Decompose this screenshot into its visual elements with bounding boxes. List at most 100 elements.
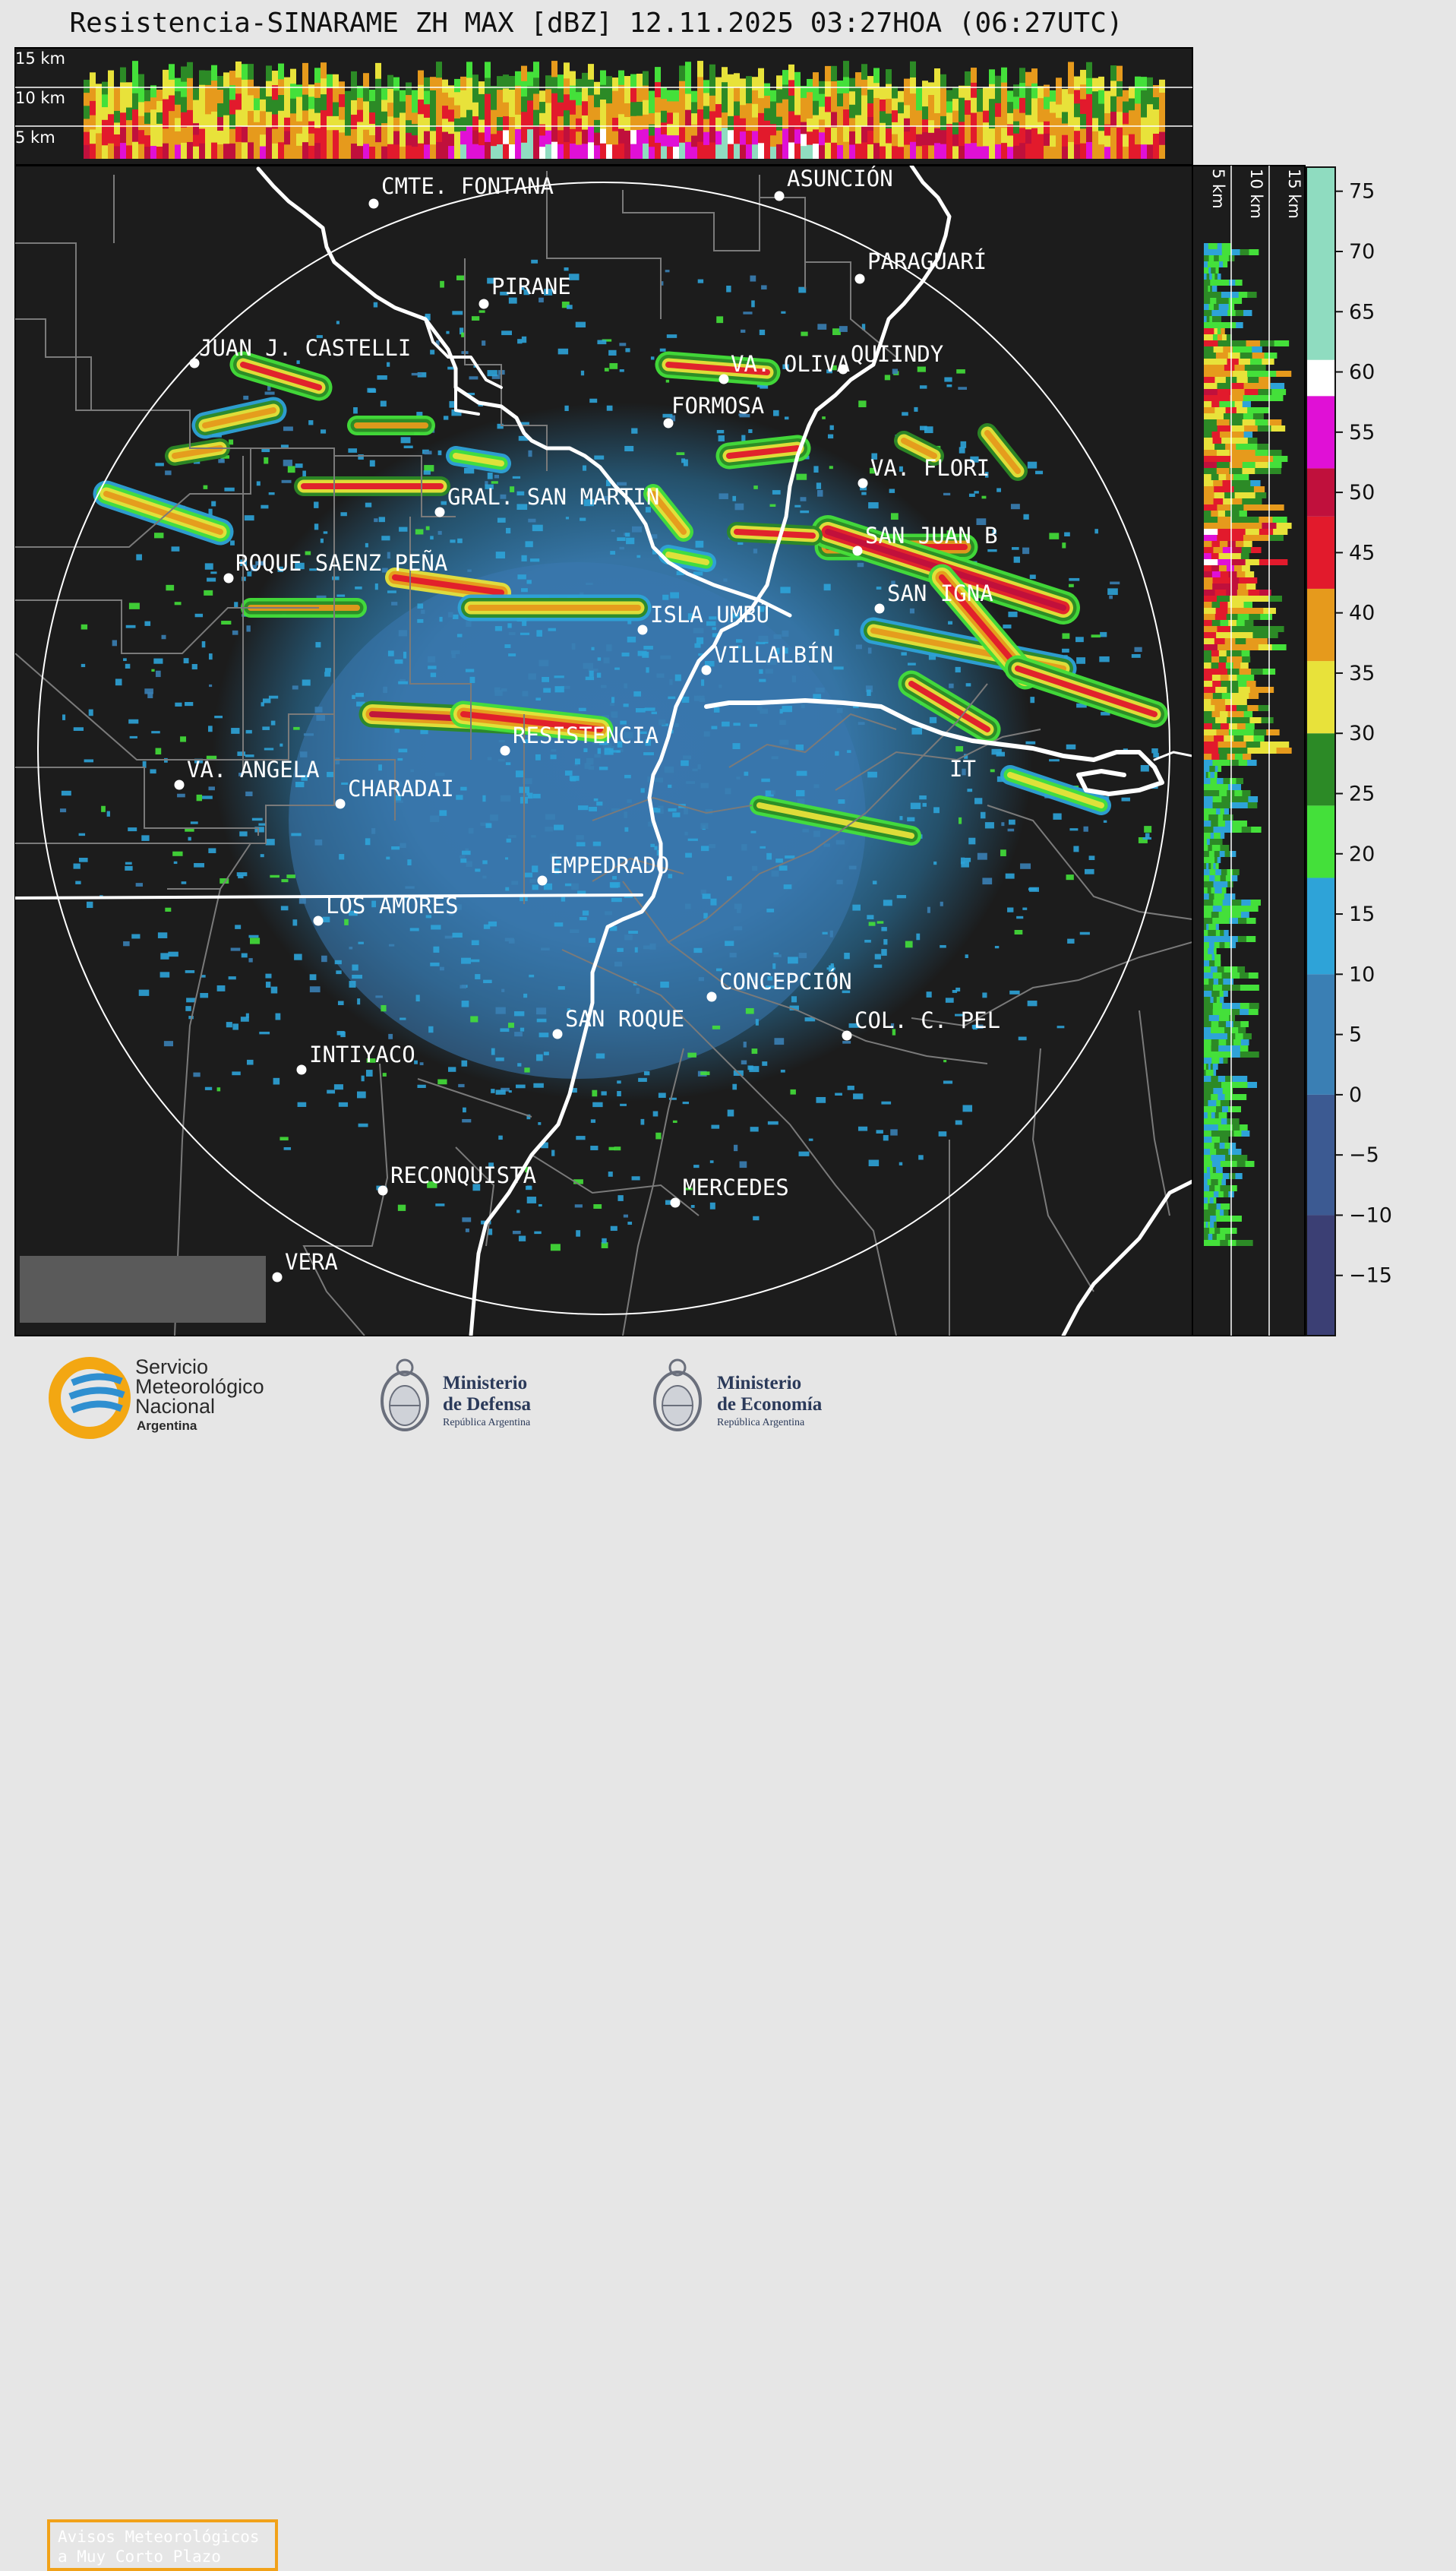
place-label: SAN IGNA: [887, 580, 993, 606]
place-label: PIRANE: [491, 274, 571, 299]
coat-of-arms-icon: [381, 1358, 429, 1431]
top-height-label-5: 5 km: [15, 128, 55, 147]
colorbar-segment: [1306, 1094, 1335, 1216]
place-label: INTIYACO: [309, 1042, 415, 1067]
notice-box: Avisos Meteorológicos a Muy Corto Plazo: [20, 1256, 278, 2571]
place-dot: [842, 1030, 852, 1041]
place-marker: CHARADAI: [335, 776, 454, 809]
place-label: VA. ANGELA: [187, 757, 320, 783]
place-marker: SAN ROQUE: [552, 1006, 684, 1039]
place-dot: [670, 1197, 681, 1208]
place-dot: [857, 478, 868, 489]
colorbar-tick-label: 40: [1349, 602, 1375, 625]
place-marker: EMPEDRADO: [537, 852, 669, 886]
place-marker: VA. ANGELA: [174, 757, 320, 790]
place-dot: [774, 191, 785, 201]
place-label: MERCEDES: [683, 1175, 789, 1200]
place-dot: [719, 374, 729, 384]
place-dot: [189, 358, 200, 368]
place-dot: [272, 1272, 283, 1282]
colorbar-tick-label: 70: [1349, 240, 1375, 264]
colorbar-tick-label: 25: [1349, 782, 1375, 805]
place-dot: [478, 299, 489, 309]
place-dot: [313, 916, 324, 926]
place-dot: [335, 798, 346, 809]
place-marker: RESISTENCIA: [500, 723, 659, 756]
top-height-label-10: 10 km: [15, 89, 65, 107]
place-dot: [296, 1064, 307, 1075]
colorbar-tick-label: 35: [1349, 662, 1375, 685]
side-cross-section: 5 km 10 km 15 km: [1192, 165, 1306, 1336]
colorbar-tick-label: 20: [1349, 843, 1375, 866]
place-marker: RECONQUISTA: [377, 1162, 536, 1196]
range-ring: [37, 182, 1170, 1315]
place-dot: [838, 364, 848, 375]
place-marker: CONCEPCIÓN: [706, 969, 852, 1002]
place-label: PARAGUARÍ: [867, 248, 987, 274]
place-label: RECONQUISTA: [390, 1162, 536, 1188]
map-panel: CMTE. FONTANA ASUNCIÓN PIRANE PARAGUARÍ JUAN…: [14, 165, 1193, 1336]
smn-line3: Nacional: [135, 1395, 215, 1418]
place-label: GRAL. SAN MARTIN: [447, 484, 659, 510]
place-marker: ROQUE SAENZ PEÑA: [223, 550, 447, 583]
place-label: RESISTENCIA: [513, 723, 659, 748]
place-dot: [552, 1029, 563, 1039]
colorbar-segment: [1306, 1215, 1335, 1336]
place-marker: QUIINDY: [838, 341, 943, 375]
defensa-line1: Ministerio: [443, 1373, 527, 1393]
page-title: Resistencia-SINARAME ZH MAX [dBZ] 12.11.…: [69, 8, 1123, 39]
place-dot: [854, 274, 865, 284]
place-marker: VA. FLORI: [857, 455, 990, 489]
place-dot: [500, 745, 510, 756]
notice-line1: Avisos Meteorológicos: [58, 2528, 260, 2546]
colorbar-segment: [1306, 359, 1335, 397]
colorbar-tick-label: −10: [1349, 1203, 1392, 1227]
notice-link[interactable]: Avisos Meteorológicos a Muy Corto Plazo: [47, 2519, 278, 2571]
colorbar-tick-label: 15: [1349, 903, 1375, 926]
place-label: CMTE. FONTANA: [381, 173, 554, 199]
smn-line2: Meteorológico: [135, 1375, 264, 1398]
place-dot: [434, 507, 445, 517]
place-marker: SAN IGNA: [874, 580, 993, 614]
place-label: CHARADAI: [348, 776, 454, 802]
rivers: [15, 166, 1192, 1336]
colorbar-tick-label: 0: [1349, 1083, 1362, 1107]
colorbar-segment: [1306, 805, 1335, 878]
colorbar-tick-label: 50: [1349, 481, 1375, 504]
place-label: FORMOSA: [671, 393, 764, 419]
place-marker: ISLA UMBÚ: [637, 602, 769, 635]
colorbar-tick-label: 5: [1349, 1023, 1362, 1047]
place-dot: [706, 991, 717, 1002]
colorbar-segment: [1306, 974, 1335, 1095]
colorbar-segment: [1306, 468, 1335, 517]
colorbar-tick-label: 30: [1349, 722, 1375, 745]
side-height-label-5: 5 km: [1209, 169, 1227, 209]
place-marker: SAN JUAN B: [852, 523, 998, 556]
colorbar-segment: [1306, 878, 1335, 975]
colorbar-tick-label: 65: [1349, 300, 1375, 324]
place-dot: [637, 625, 648, 635]
colorbar-segment: [1306, 588, 1335, 662]
footer: Servicio Meteorológico Nacional Argentin…: [49, 1355, 823, 1439]
place-marker: JUAN J. CASTELLI: [189, 335, 411, 368]
place-marker: INTIYACO: [296, 1042, 415, 1075]
colorbar-tick-label: 55: [1349, 421, 1375, 444]
place-label: QUIINDY: [851, 341, 943, 367]
place-marker: PARAGUARÍ: [854, 248, 987, 284]
place-dot: [852, 546, 863, 556]
place-label: VA. OLIVA: [731, 351, 850, 377]
smn-line1: Servicio: [135, 1355, 208, 1378]
colorbar-segment: [1306, 167, 1335, 360]
colorbar-segment: [1306, 733, 1335, 806]
colorbar-tick-label: 10: [1349, 963, 1375, 986]
place-label: LOS AMORES: [326, 893, 459, 919]
place-marker: CMTE. FONTANA: [368, 173, 554, 209]
economia-line1: Ministerio: [717, 1373, 801, 1393]
side-height-label-15: 15 km: [1285, 169, 1303, 219]
defensa-line2: de Defensa: [443, 1394, 531, 1415]
economia-line3: República Argentina: [717, 1417, 805, 1428]
place-marker: PIRANE: [478, 274, 571, 309]
smn-line4: Argentina: [137, 1418, 197, 1433]
place-label: VA. FLORI: [870, 455, 990, 481]
